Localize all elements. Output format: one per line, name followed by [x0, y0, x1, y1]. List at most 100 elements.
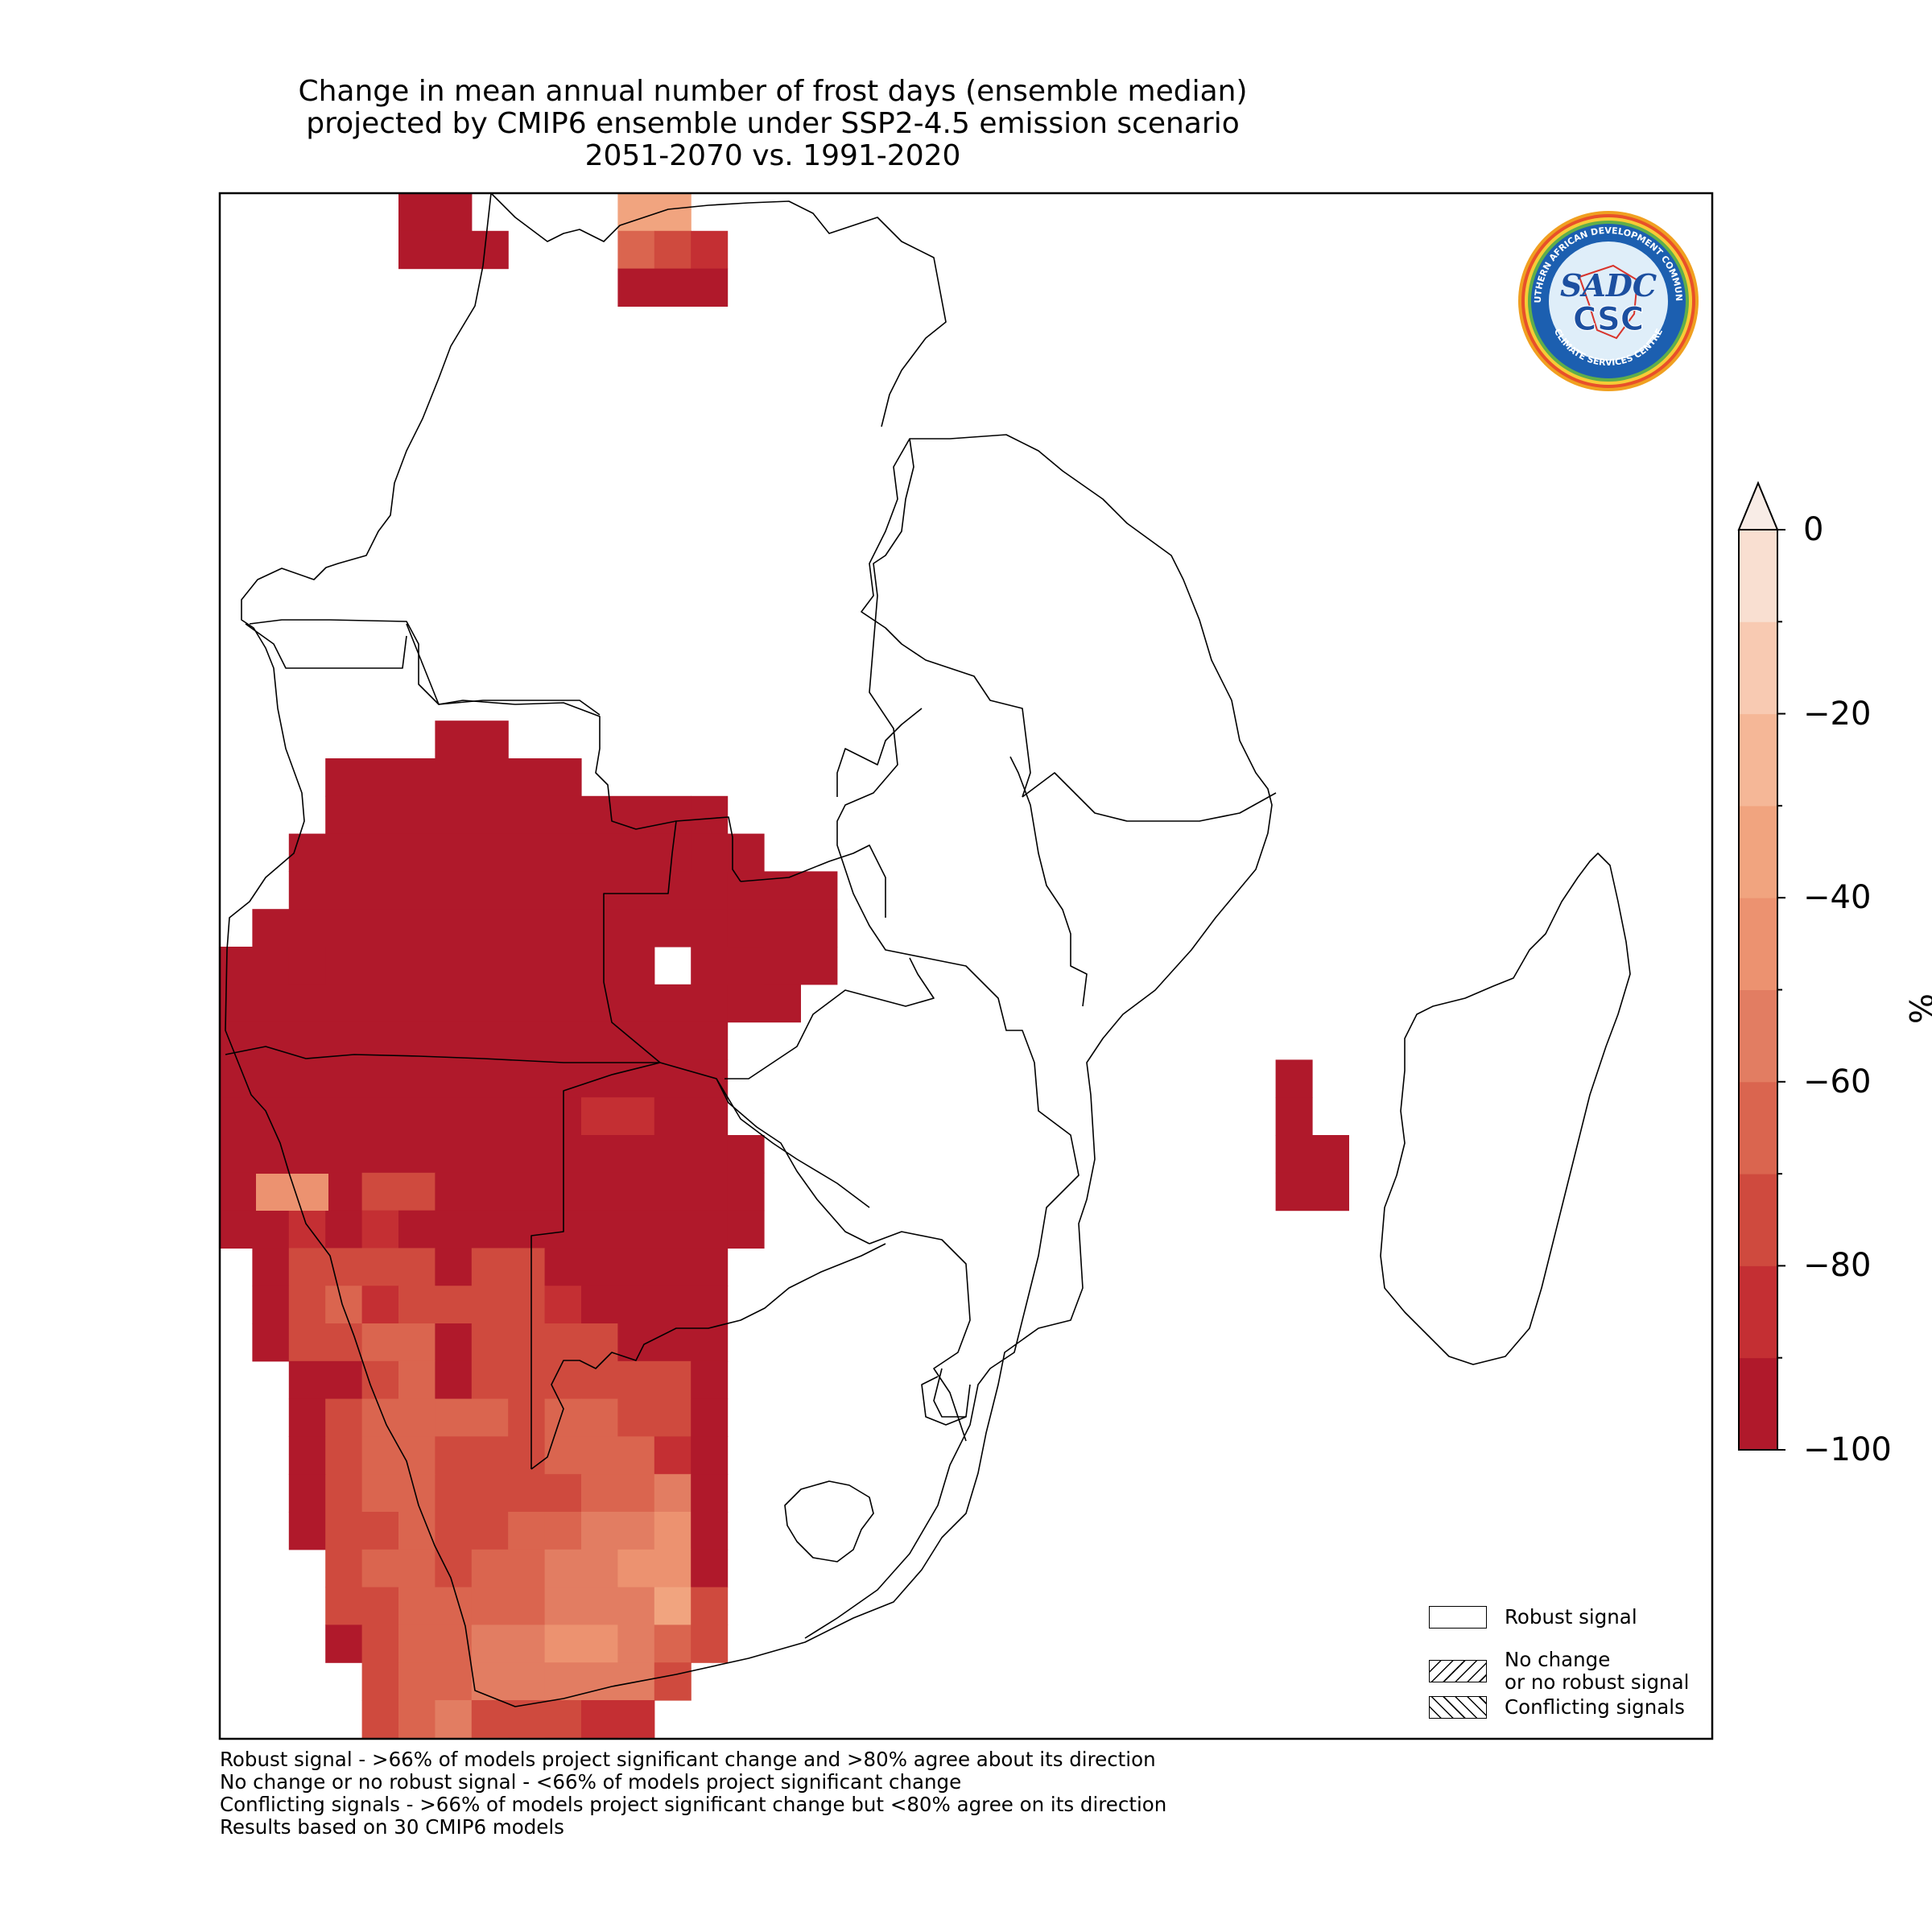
heatmap-cell: [361, 1210, 399, 1249]
heatmap-cell: [471, 1662, 546, 1701]
heatmap-cell: [691, 1474, 729, 1513]
heatmap-cell: [617, 268, 729, 307]
heatmap-cell: [581, 1097, 655, 1136]
heatmap-cell: [361, 1398, 436, 1437]
heatmap-cell: [654, 1436, 691, 1475]
heatmap-cell: [727, 909, 838, 947]
madagascar-outline: [1380, 852, 1631, 1365]
title-line-1: Change in mean annual number of frost da…: [298, 75, 1248, 108]
footnote-2: No change or no robust signal - <66% of …: [220, 1770, 962, 1794]
lesotho-outline: [784, 1480, 874, 1563]
heatmap-cell: [252, 909, 729, 947]
heatmap-cell: [508, 1436, 546, 1475]
heatmap-cell: [288, 833, 765, 872]
heatmap-cell: [288, 1474, 326, 1513]
heatmap-cell: [325, 1210, 363, 1249]
footnote-4: Results based on 30 CMIP6 models: [220, 1815, 564, 1839]
heatmap-cell: [361, 1436, 399, 1475]
legend-no-change: No change or no robust signal: [1429, 1649, 1689, 1694]
heatmap-cell: [617, 1549, 691, 1588]
heatmap-cell: [691, 1436, 729, 1475]
border-tanzania-malawi: [861, 438, 1031, 798]
heatmap-cell: [220, 1135, 729, 1174]
heatmap-cell: [398, 1700, 436, 1739]
border-eswatini: [921, 1376, 967, 1426]
cbar-tick-0: 0: [1803, 511, 1824, 548]
border-tanzania-drc: [836, 708, 923, 797]
heatmap-cell: [654, 1587, 691, 1625]
heatmap-cell: [325, 1624, 363, 1663]
heatmap-cell: [288, 1286, 326, 1324]
heatmap-cell: [325, 1286, 363, 1324]
heatmap-cell: [727, 984, 801, 1023]
heatmap-cell: [727, 871, 838, 910]
legend-swatch-conflicting: [1429, 1696, 1487, 1719]
heatmap-cell: [288, 1436, 326, 1475]
heatmap-cell: [691, 1587, 729, 1625]
legend-label-no-change: No change or no robust signal: [1505, 1648, 1690, 1694]
heatmap-cell: [325, 1436, 363, 1475]
heatmap-cell: [544, 1360, 691, 1400]
heatmap-cell: [325, 1587, 399, 1625]
cbar-tick-1: −20: [1803, 696, 1872, 733]
heatmap-cell: [471, 1700, 546, 1739]
heatmap-cell: [654, 1474, 691, 1513]
heatmap-cell: [471, 1248, 509, 1286]
border-botswana-zimbabwe: [659, 1062, 870, 1245]
heatmap-cell: [398, 1512, 436, 1550]
border-zimbabwe-mozambique: [869, 1231, 971, 1442]
colorbar-band: [1739, 713, 1777, 807]
heatmap-cell: [435, 1360, 473, 1400]
heatmap-cell: [435, 1512, 473, 1550]
heatmap-cell: [471, 1323, 618, 1362]
heatmap-cell: [471, 1360, 546, 1400]
heatmap-cell: [544, 1248, 729, 1286]
heatmap-cell: [361, 1360, 399, 1400]
colorbar-band: [1739, 530, 1777, 622]
heatmap-cell: [325, 758, 582, 797]
legend-label-robust: Robust signal: [1505, 1605, 1637, 1629]
heatmap-cell: [727, 1210, 765, 1249]
heatmap-cell: [325, 1398, 363, 1437]
heatmap-cell: [691, 833, 729, 872]
chart-title: Change in mean annual number of frost da…: [0, 76, 1546, 172]
border-angola-zambia: [603, 820, 677, 1063]
heatmap-cell: [435, 1398, 509, 1437]
heatmap-cell: [654, 230, 691, 270]
heatmap-cell: [764, 947, 838, 985]
africa-coastline: [225, 193, 1273, 1707]
heatmap-cell: [581, 1286, 729, 1324]
heatmap-cell: [1275, 1135, 1349, 1174]
border-namibia-botswana: [530, 1062, 661, 1469]
heatmap-cell: [220, 1059, 729, 1098]
border-congo-car: [406, 623, 601, 716]
cbar-tick-2: −40: [1803, 879, 1872, 916]
border-zambia-drc: [740, 844, 886, 918]
heatmap-cell: [398, 1286, 436, 1324]
heatmap-cell: [252, 1286, 290, 1324]
heatmap-cell: [691, 1549, 729, 1588]
heatmap-cell: [508, 1474, 582, 1513]
heatmap-cell: [361, 1700, 399, 1739]
coastline-borders: [225, 193, 1631, 1707]
heatmap-cell: [544, 1662, 618, 1701]
heatmap-cell: [581, 1700, 655, 1739]
heatmap-cells: [220, 193, 1349, 1739]
heatmap-cell: [325, 1549, 363, 1588]
heatmap-cell: [471, 1512, 509, 1550]
colorbar-band: [1739, 1357, 1777, 1451]
heatmap-cell: [691, 1512, 729, 1550]
heatmap-cell: [288, 1323, 326, 1362]
heatmap-cell: [220, 1210, 290, 1249]
heatmap-cell: [435, 1286, 546, 1324]
heatmap-cell: [398, 1436, 436, 1475]
heatmap-cell: [654, 1662, 691, 1701]
heatmap-cell: [252, 1323, 290, 1362]
heatmap-cell: [727, 1135, 765, 1174]
cbar-tick-5: −100: [1803, 1431, 1892, 1468]
legend-swatch-no-change: [1429, 1660, 1487, 1682]
legend-label-conflicting: Conflicting signals: [1505, 1695, 1685, 1719]
heatmap-cell: [508, 1398, 546, 1437]
heatmap-cell: [617, 230, 655, 270]
